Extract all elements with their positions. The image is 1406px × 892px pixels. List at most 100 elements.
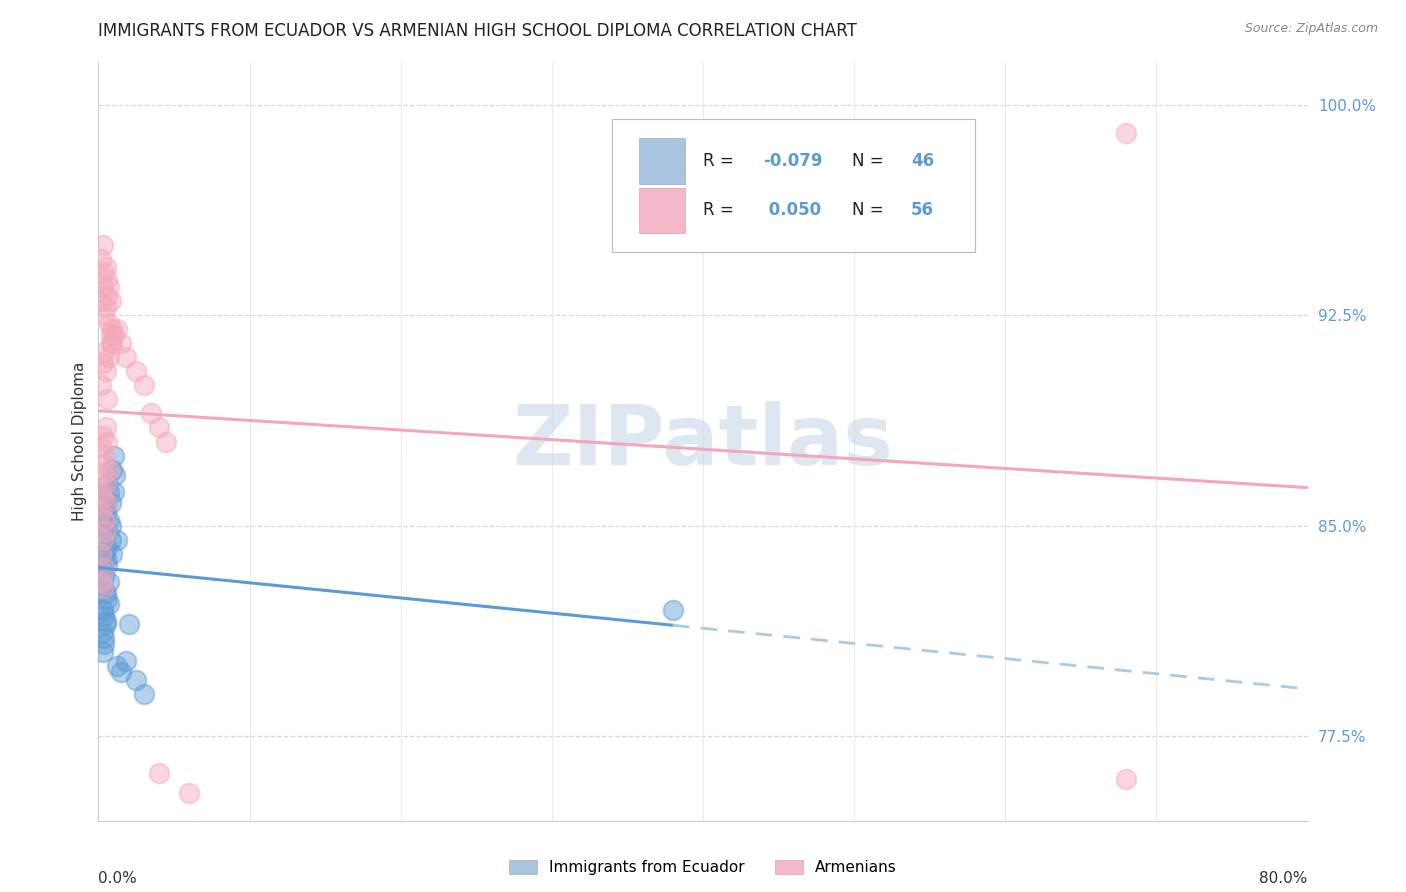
- Point: [94, 505, 117, 519]
- Point: [91, 603, 114, 617]
- Point: [94, 420, 117, 434]
- Point: [118, 617, 141, 632]
- Point: [91, 280, 114, 294]
- Point: [98, 574, 121, 589]
- Point: [101, 547, 124, 561]
- Point: [1115, 126, 1137, 140]
- Point: [125, 673, 148, 688]
- Text: ZIPatlas: ZIPatlas: [513, 401, 893, 482]
- Point: [101, 462, 124, 476]
- Legend: Immigrants from Ecuador, Armenians: Immigrants from Ecuador, Armenians: [509, 861, 897, 875]
- Point: [94, 617, 117, 632]
- Point: [98, 351, 121, 365]
- Point: [1115, 772, 1137, 786]
- Point: [103, 485, 125, 500]
- Point: [100, 336, 122, 351]
- FancyBboxPatch shape: [638, 187, 685, 233]
- Point: [96, 591, 118, 606]
- Point: [96, 524, 118, 539]
- Point: [141, 407, 163, 421]
- Point: [93, 518, 115, 533]
- Point: [96, 476, 118, 491]
- Point: [91, 533, 114, 547]
- Point: [90, 252, 112, 266]
- Text: -0.079: -0.079: [763, 152, 823, 170]
- Point: [96, 541, 118, 556]
- Point: [91, 491, 114, 505]
- Point: [91, 533, 114, 547]
- Point: [148, 765, 170, 780]
- Point: [91, 625, 114, 640]
- Text: Source: ZipAtlas.com: Source: ZipAtlas.com: [1244, 22, 1378, 36]
- Point: [98, 462, 121, 476]
- Point: [93, 457, 115, 471]
- Text: 0.050: 0.050: [763, 202, 821, 219]
- Point: [101, 322, 124, 336]
- Point: [98, 513, 121, 527]
- Text: R =: R =: [703, 202, 740, 219]
- Point: [91, 505, 114, 519]
- Point: [110, 336, 132, 351]
- Text: 80.0%: 80.0%: [1260, 871, 1308, 886]
- Point: [148, 420, 170, 434]
- Point: [96, 496, 118, 510]
- Point: [98, 598, 121, 612]
- Point: [93, 608, 115, 623]
- Point: [94, 496, 117, 510]
- Point: [103, 449, 125, 463]
- Point: [93, 344, 115, 359]
- Point: [114, 351, 136, 365]
- Point: [93, 637, 115, 651]
- Point: [96, 392, 118, 407]
- Point: [132, 687, 155, 701]
- Point: [93, 561, 115, 575]
- Text: IMMIGRANTS FROM ECUADOR VS ARMENIAN HIGH SCHOOL DIPLOMA CORRELATION CHART: IMMIGRANTS FROM ECUADOR VS ARMENIAN HIGH…: [98, 22, 858, 40]
- Point: [93, 631, 115, 645]
- Point: [91, 561, 114, 575]
- Point: [100, 518, 122, 533]
- Point: [93, 491, 115, 505]
- Point: [100, 327, 122, 342]
- Text: R =: R =: [703, 152, 740, 170]
- Point: [91, 238, 114, 252]
- Point: [94, 614, 117, 628]
- Point: [114, 654, 136, 668]
- Point: [94, 300, 117, 314]
- Point: [100, 496, 122, 510]
- Point: [155, 434, 177, 449]
- Point: [100, 294, 122, 309]
- Point: [93, 266, 115, 280]
- Point: [93, 513, 115, 527]
- Point: [91, 356, 114, 370]
- FancyBboxPatch shape: [638, 138, 685, 184]
- Point: [93, 449, 115, 463]
- Point: [94, 476, 117, 491]
- Point: [110, 665, 132, 679]
- FancyBboxPatch shape: [613, 120, 976, 252]
- Point: [90, 440, 112, 454]
- Point: [105, 659, 128, 673]
- Point: [96, 558, 118, 573]
- Point: [91, 645, 114, 659]
- Text: 46: 46: [911, 152, 934, 170]
- Point: [93, 547, 115, 561]
- Point: [125, 364, 148, 378]
- Point: [94, 364, 117, 378]
- Point: [100, 533, 122, 547]
- Text: 0.0%: 0.0%: [98, 871, 138, 886]
- Point: [96, 434, 118, 449]
- Point: [94, 586, 117, 600]
- Point: [94, 552, 117, 566]
- Point: [93, 569, 115, 583]
- Point: [661, 603, 683, 617]
- Point: [90, 505, 112, 519]
- Point: [90, 378, 112, 392]
- Point: [93, 308, 115, 322]
- Point: [90, 294, 112, 309]
- Point: [179, 786, 201, 800]
- Point: [90, 485, 112, 500]
- Point: [91, 429, 114, 443]
- Point: [91, 581, 114, 595]
- Point: [101, 336, 124, 351]
- Point: [90, 547, 112, 561]
